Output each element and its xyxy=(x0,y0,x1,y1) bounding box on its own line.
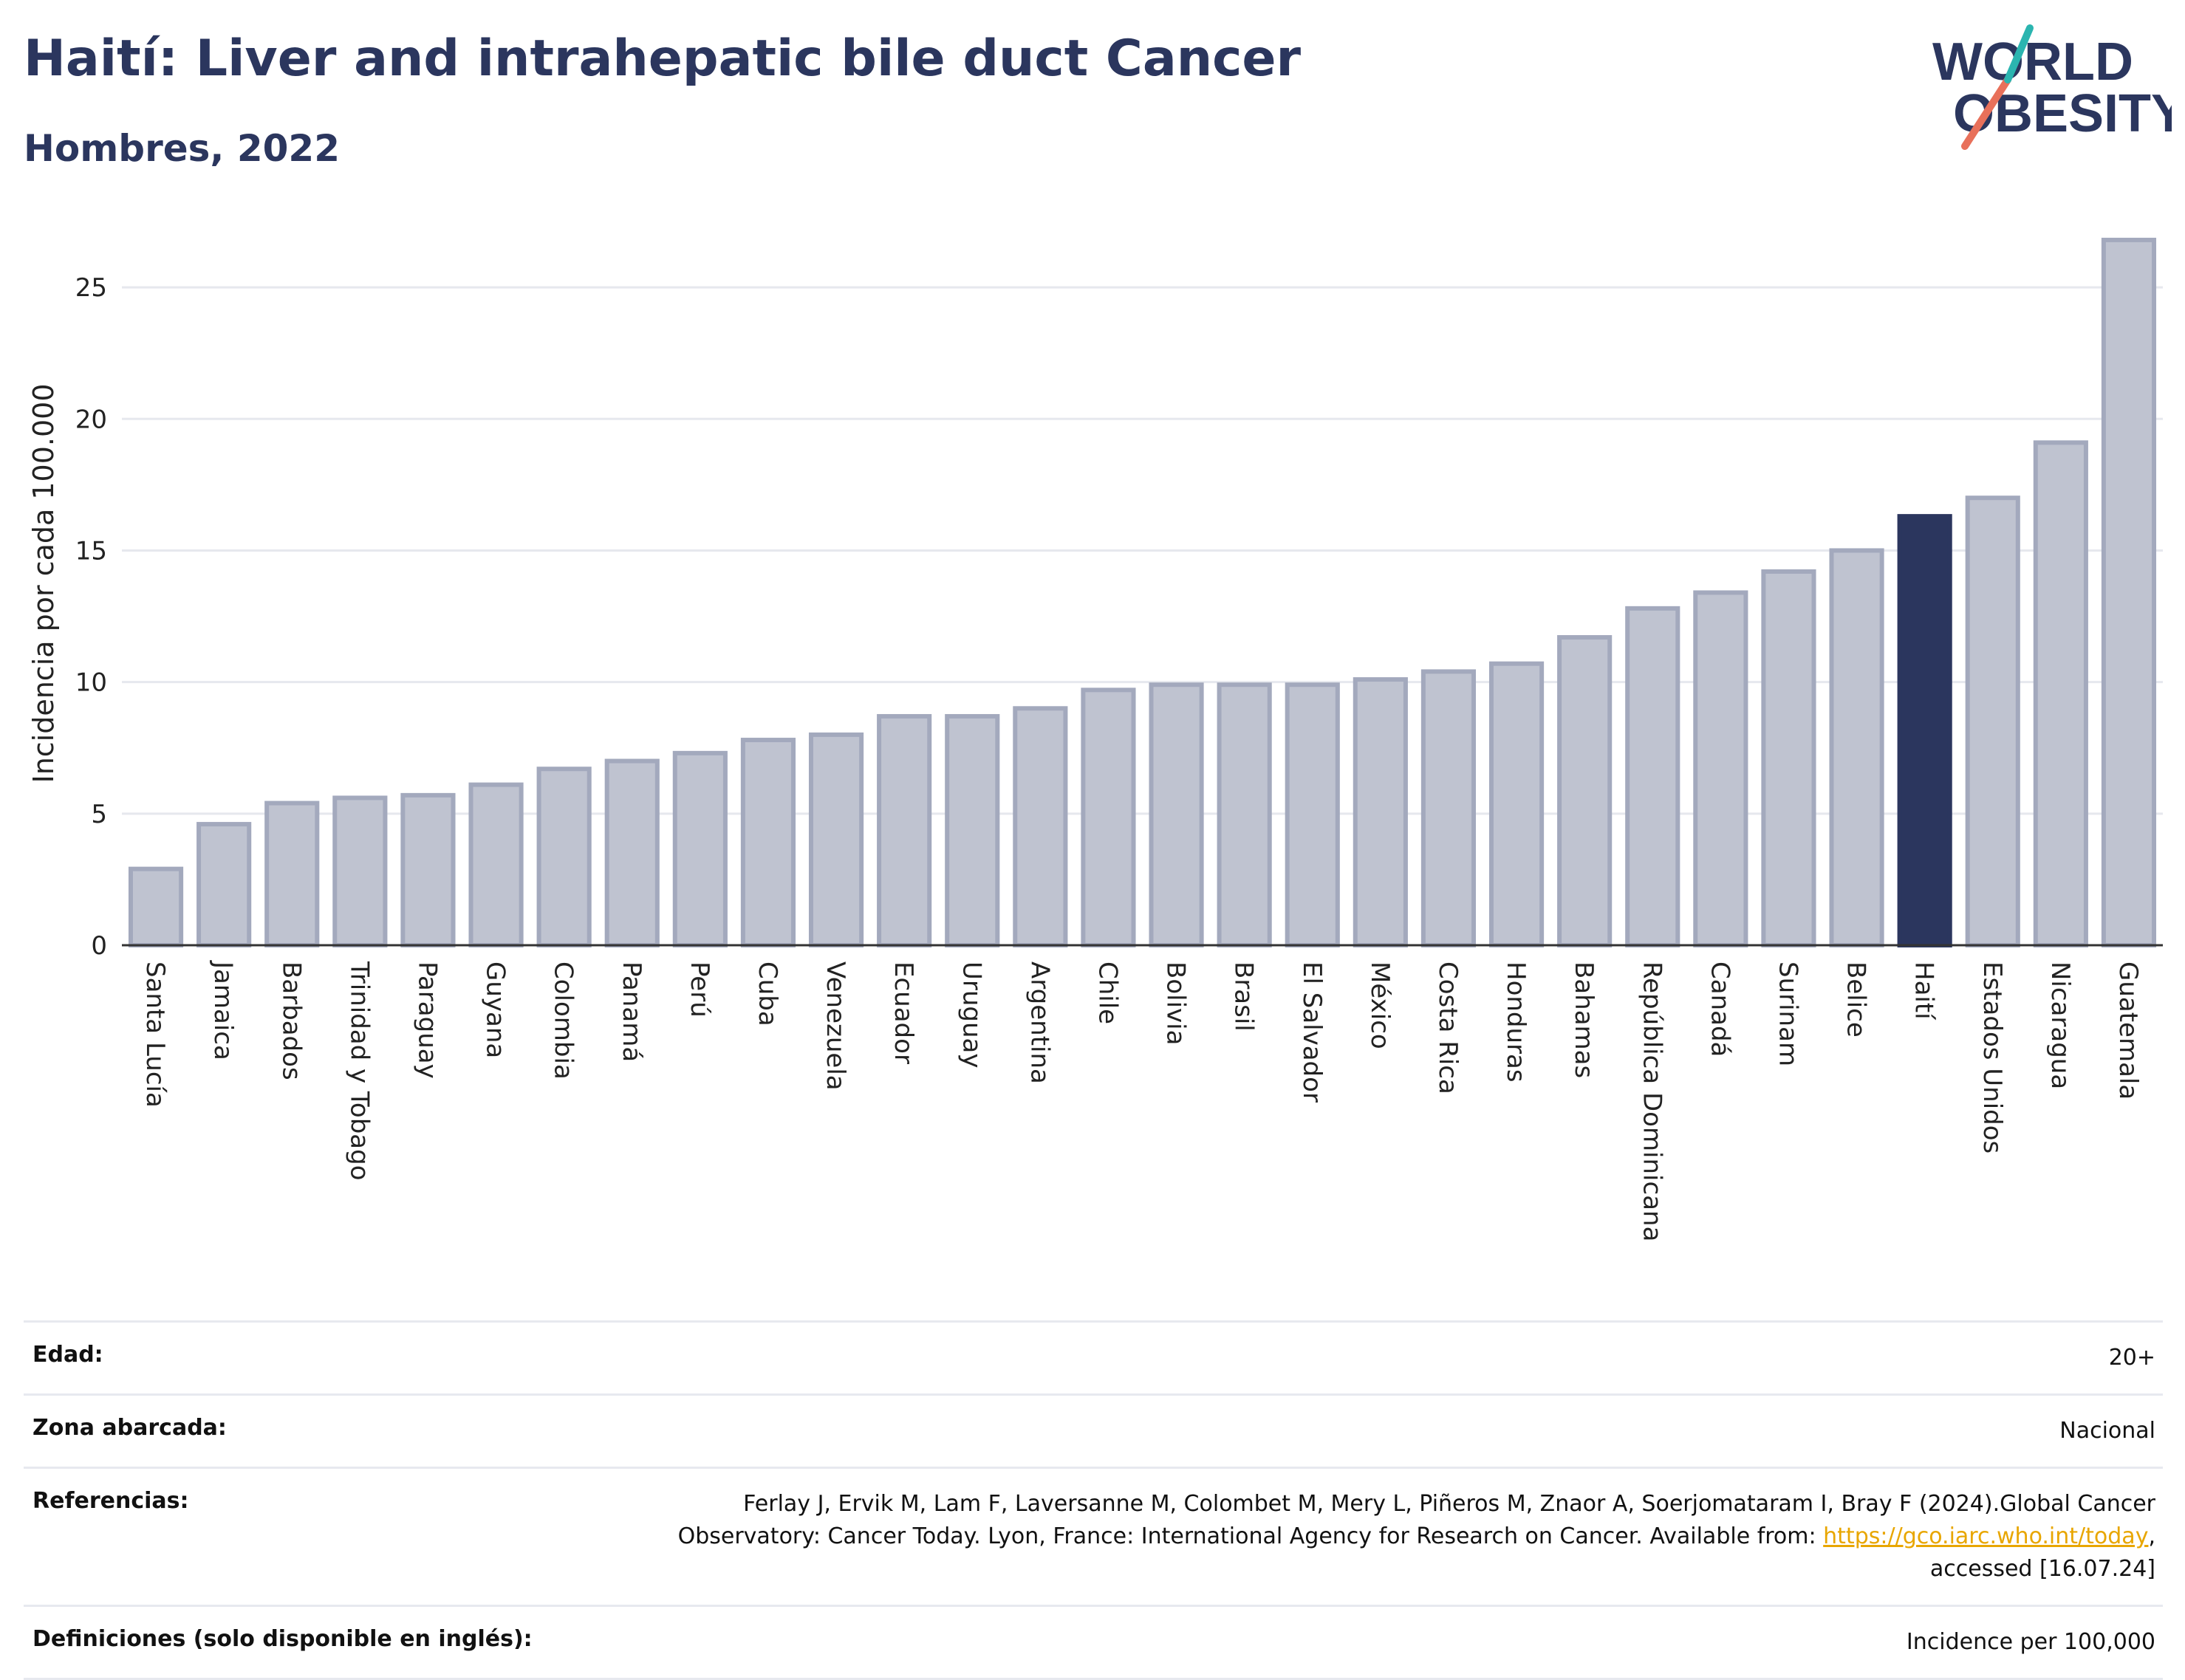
bar-venezuela xyxy=(808,732,864,948)
meta-row-definitions: Definiciones (solo disponible en inglés)… xyxy=(24,1605,2163,1680)
y-tick-label: 25 xyxy=(75,273,107,303)
y-axis-label: Incidencia por cada 100.000 xyxy=(27,383,60,783)
bar-haití xyxy=(1897,514,1952,947)
definitions-label: Definiciones (solo disponible en inglés)… xyxy=(33,1626,533,1652)
x-tick-label: Colombia xyxy=(549,961,578,1080)
bar-república-dominicana xyxy=(1625,606,1680,947)
x-tick-label: Chile xyxy=(1092,961,1122,1024)
bar-chile xyxy=(1081,688,1136,947)
bar-panamá xyxy=(604,758,660,948)
bar-barbados xyxy=(264,800,320,948)
bar-surinam xyxy=(1761,569,1816,947)
y-tick-label: 20 xyxy=(75,405,107,434)
bar-guyana xyxy=(468,782,524,947)
x-tick-label: Surinam xyxy=(1773,961,1802,1066)
x-tick-label: Argentina xyxy=(1025,961,1054,1084)
x-tick-label: Bahamas xyxy=(1569,961,1598,1078)
references-accessed: , accessed [16.07.24] xyxy=(1929,1523,2155,1582)
meta-row-references: Referencias: Ferlay J, Ervik M, Lam F, L… xyxy=(24,1467,2163,1605)
meta-row-zone: Zona abarcada: Nacional xyxy=(24,1393,2163,1467)
bar-bahamas xyxy=(1557,635,1613,948)
x-tick-label: Guatemala xyxy=(2113,961,2143,1100)
metadata-table: Edad: 20+ Zona abarcada: Nacional Refere… xyxy=(24,1320,2163,1680)
x-tick-label: Santa Lucía xyxy=(140,961,170,1108)
bar-estados-unidos xyxy=(1965,496,2020,947)
logo-slash-teal xyxy=(2004,24,2034,83)
x-tick-label: Estados Unidos xyxy=(1977,961,2007,1153)
meta-row-age: Edad: 20+ xyxy=(24,1320,2163,1393)
bar-belice xyxy=(1829,548,1884,948)
references-label: Referencias: xyxy=(33,1488,189,1514)
x-tick-label: Jamaica xyxy=(208,960,238,1060)
bar-jamaica xyxy=(196,822,252,948)
x-tick-label: México xyxy=(1365,961,1395,1049)
x-tick-label: Honduras xyxy=(1501,961,1531,1083)
chart-subtitle: Hombres, 2022 xyxy=(24,127,340,170)
bar-brasil xyxy=(1217,682,1272,947)
bar-santa-lucía xyxy=(128,866,184,947)
bar-el-salvador xyxy=(1285,682,1340,947)
bar-costa-rica xyxy=(1420,669,1477,948)
x-tick-label: Trinidad y Tobago xyxy=(344,961,374,1181)
x-tick-label: El Salvador xyxy=(1297,961,1327,1103)
x-tick-label: Venezuela xyxy=(821,961,850,1091)
x-tick-label: Bolivia xyxy=(1161,961,1191,1045)
bar-méxico xyxy=(1353,677,1408,948)
x-tick-label: Belice xyxy=(1842,961,1871,1038)
y-tick-label: 5 xyxy=(91,800,107,829)
x-tick-label: Cuba xyxy=(753,961,782,1026)
bar-honduras xyxy=(1488,661,1545,947)
x-tick-label: Costa Rica xyxy=(1433,961,1463,1094)
x-tick-label: República Dominicana xyxy=(1637,961,1666,1241)
bar-paraguay xyxy=(400,792,456,948)
x-tick-label: Brasil xyxy=(1229,961,1259,1032)
y-tick-label: 15 xyxy=(75,536,107,566)
logo-line1: WORLD xyxy=(1932,32,2133,92)
zone-value: Nacional xyxy=(2059,1418,2155,1444)
x-tick-label: Canadá xyxy=(1705,961,1734,1057)
bar-chart: 0 5 10 15 20 25 Incidencia por cada 100.000 San… xyxy=(27,237,2163,1241)
bar-bolivia xyxy=(1149,682,1204,947)
bar-trinidad-y-tobago xyxy=(332,795,388,947)
y-tick-label: 10 xyxy=(75,668,107,698)
chart-title: Haití: Liver and intrahepatic bile duct … xyxy=(24,30,1302,88)
x-tick-label: Panamá xyxy=(617,961,646,1062)
age-value: 20+ xyxy=(2108,1345,2155,1371)
zone-label: Zona abarcada: xyxy=(33,1415,227,1441)
bar-perú xyxy=(672,750,728,947)
x-tick-label: Barbados xyxy=(276,961,306,1080)
bar-cuba xyxy=(740,738,796,947)
references-link[interactable]: https://gco.iarc.who.int/today xyxy=(1823,1523,2149,1549)
x-tick-label: Haití xyxy=(1909,961,1939,1021)
x-tick-label: Nicaragua xyxy=(2045,961,2075,1089)
age-label: Edad: xyxy=(33,1342,103,1368)
x-tick-label: Guyana xyxy=(481,961,510,1058)
bar-canadá xyxy=(1693,590,1748,947)
bar-guatemala xyxy=(2101,237,2157,948)
x-tick-label: Perú xyxy=(685,961,714,1018)
bar-argentina xyxy=(1013,706,1068,947)
bar-ecuador xyxy=(877,713,932,947)
x-tick-label: Paraguay xyxy=(412,961,442,1079)
references-text: Ferlay J, Ervik M, Lam F, Laversanne M, … xyxy=(677,1491,2155,1549)
bar-nicaragua xyxy=(2033,440,2088,947)
bar-colombia xyxy=(536,767,592,948)
references-value: Ferlay J, Ervik M, Lam F, Laversanne M, … xyxy=(634,1488,2155,1585)
y-tick-label: 0 xyxy=(91,931,107,961)
logo-slash-red xyxy=(1961,76,2011,150)
x-tick-label: Uruguay xyxy=(957,961,986,1069)
bar-uruguay xyxy=(945,713,1000,947)
x-tick-label: Ecuador xyxy=(889,961,918,1064)
definitions-value: Incidence per 100,000 xyxy=(1906,1629,2155,1655)
world-obesity-logo: WORLD OBESITY xyxy=(1932,24,2172,150)
